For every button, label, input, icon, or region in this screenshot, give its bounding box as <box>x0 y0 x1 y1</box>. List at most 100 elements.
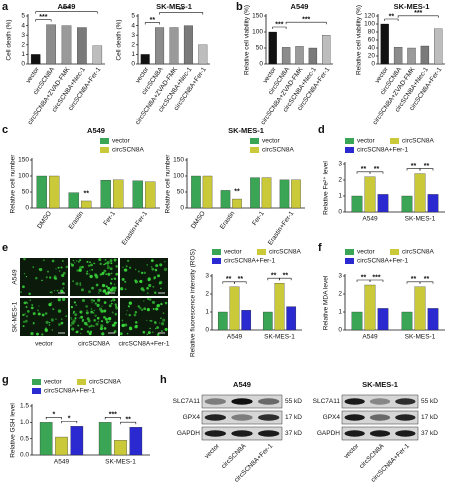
fluorescent-cell <box>61 259 64 262</box>
blot-title: SK-MES-1 <box>362 380 398 389</box>
bar <box>261 177 272 209</box>
x-tick-label: A549 <box>227 334 243 341</box>
fluorescent-cell <box>60 318 63 320</box>
fluorescent-cell <box>161 322 165 326</box>
fluorescent-cell <box>113 283 116 285</box>
chart-title: SK-MES-1 <box>394 2 430 11</box>
fluorescent-cell <box>57 323 61 326</box>
bar <box>393 47 403 65</box>
fluorescent-cell <box>105 285 108 288</box>
fluorescent-cell <box>105 273 108 275</box>
x-tick-label: Erastin <box>219 210 237 231</box>
fluorescent-cell <box>125 313 128 316</box>
fluorescent-cell <box>94 302 98 305</box>
fluorescent-cell <box>150 259 154 263</box>
fluorescent-cell <box>57 266 60 269</box>
fluorescent-cell <box>36 332 39 336</box>
bar <box>295 46 304 65</box>
y-tick-label: 2 <box>205 291 209 298</box>
fluorescent-cell <box>133 313 137 317</box>
panel-label: e <box>2 242 8 254</box>
legend-label: vector <box>112 138 131 145</box>
significance-label: *** <box>372 274 380 281</box>
fluorescent-cell <box>106 266 110 270</box>
bar <box>250 177 260 209</box>
fluorescent-cell <box>72 280 74 282</box>
significance-bracket <box>234 281 247 284</box>
y-axis-label: Relative MDA level <box>323 275 330 330</box>
y-tick-label: 100 <box>252 29 263 36</box>
fluorescent-cell <box>79 258 82 262</box>
fluorescent-cell <box>62 297 66 302</box>
significance-label: ** <box>234 188 240 195</box>
fluorescent-cell <box>98 288 102 293</box>
y-tick-label: 1 <box>338 193 342 200</box>
fluorescent-cell <box>115 265 119 268</box>
blot-membrane <box>201 410 283 425</box>
fluorescent-cell <box>50 301 53 304</box>
fluorescent-cell <box>164 301 168 305</box>
legend-label: vector <box>262 138 281 145</box>
fluorescent-cell <box>164 260 166 263</box>
fluorescent-cell <box>78 268 82 272</box>
fluorescent-cell <box>154 291 157 295</box>
fluorescent-cell <box>45 276 48 279</box>
fluorescent-cell <box>114 299 116 302</box>
fluorescent-cell <box>79 310 83 314</box>
fluorescent-cell <box>152 307 155 310</box>
y-tick-label: 0 <box>371 61 375 68</box>
panel-label: b <box>236 1 243 13</box>
fluorescent-cell <box>65 265 69 269</box>
blot-band <box>258 398 280 405</box>
fluorescent-cell <box>52 308 55 311</box>
x-tick-label: A549 <box>362 334 378 341</box>
fluorescent-cell <box>86 317 90 321</box>
fluorescent-cell <box>107 286 111 290</box>
fluorescent-cell <box>70 306 74 309</box>
significance-bracket <box>272 26 287 29</box>
legend-swatch <box>345 249 354 255</box>
fluorescent-cell <box>69 324 73 327</box>
fluorescent-cell <box>96 316 100 320</box>
bar <box>351 195 363 213</box>
fluorescent-cell <box>72 312 75 314</box>
legend-label: circSCN8A+Fer-1 <box>44 388 95 395</box>
fluorescent-cell <box>49 276 52 279</box>
y-tick-label: 50 <box>22 189 30 196</box>
legend-label: circSCN8A+Fer-1 <box>224 258 275 265</box>
chart-title: SK-MES-1 <box>156 2 192 11</box>
fluorescent-cell <box>88 290 91 294</box>
significance-bracket <box>45 417 62 420</box>
fluorescent-cell <box>90 310 94 314</box>
y-tick-label: 4 <box>131 22 135 29</box>
fluorescent-cell <box>65 315 68 318</box>
fluorescent-cell <box>146 333 148 335</box>
fluorescent-cell <box>51 259 55 263</box>
fluorescent-cell <box>128 301 133 305</box>
bar <box>155 27 165 65</box>
fluorescent-cell <box>121 319 124 322</box>
fluorescent-cell <box>147 298 150 301</box>
fluorescent-cell <box>122 266 124 269</box>
bar <box>39 422 53 456</box>
significance-label: ** <box>271 273 277 280</box>
fluorescent-cell <box>99 326 104 331</box>
fluorescent-cell <box>124 323 128 327</box>
fluorescent-cell <box>109 282 113 285</box>
fluorescent-cell <box>152 331 154 333</box>
fluorescent-cell <box>50 318 54 322</box>
fluorescent-cell <box>143 300 145 302</box>
y-tick-label: 2 <box>131 42 135 49</box>
fluorescent-cell <box>50 291 53 294</box>
y-tick-label: 60 <box>368 37 376 44</box>
fluorescent-cell <box>143 307 146 311</box>
bar <box>81 200 92 209</box>
fluorescent-cell <box>159 280 163 285</box>
bar <box>241 310 252 331</box>
fluorescent-cell <box>88 325 91 328</box>
fluorescent-cell <box>85 311 89 315</box>
y-axis-label: Cell death (%) <box>116 19 123 60</box>
blot-lane-label: vector <box>343 442 361 460</box>
y-tick-label: 0 <box>131 61 135 68</box>
